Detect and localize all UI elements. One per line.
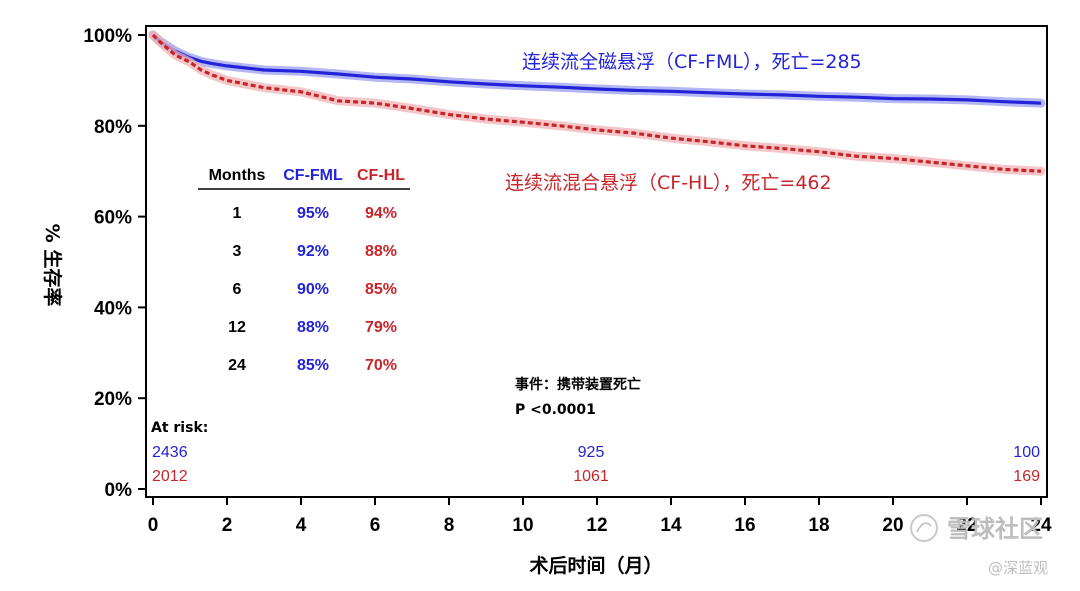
table-cell: 92%	[297, 243, 329, 260]
y-tick-label: 60%	[94, 208, 132, 229]
y-axis-ticks: 0% 20% 40% 60% 80% 100%	[83, 26, 146, 501]
y-tick-label: 0%	[105, 480, 133, 501]
x-tick-label: 18	[808, 515, 829, 536]
watermark: 雪球社区 @深蓝观	[910, 514, 1048, 577]
at-risk-cf-fml: 2436	[152, 444, 188, 461]
table-cell: 88%	[297, 319, 329, 336]
x-tick-label: 16	[734, 515, 755, 536]
table-cell: 12	[228, 319, 246, 336]
series-label-cf-hl: 连续流混合悬浮（CF-HL），死亡=462	[505, 172, 832, 194]
series-layer	[148, 30, 1046, 176]
table-header: CF-HL	[357, 167, 405, 184]
x-tick-label: 20	[882, 515, 903, 536]
x-tick-label: 22	[956, 515, 977, 536]
y-tick-label: 80%	[94, 117, 132, 138]
table-header: CF-FML	[283, 167, 343, 184]
at-risk-label: At risk:	[151, 420, 208, 436]
at-risk-cf-hl: 169	[1013, 468, 1040, 485]
at-risk-cf-fml: 100	[1013, 444, 1040, 461]
x-tick-label: 6	[370, 515, 381, 536]
x-axis-label: 术后时间（月）	[529, 554, 662, 577]
table-cell: 6	[233, 281, 242, 298]
watermark-logo-icon	[910, 514, 938, 542]
y-axis-label: % 生存率	[41, 224, 64, 307]
y-tick-label: 100%	[83, 26, 132, 47]
x-tick-label: 0	[148, 515, 159, 536]
table-cell: 79%	[365, 319, 397, 336]
table-cell: 85%	[297, 357, 329, 374]
x-axis-ticks: 0 2 4 6 8 10 12 14 16 18 20 22 24	[148, 497, 1052, 536]
p-value-note: P <0.0001	[515, 402, 596, 418]
at-risk-cf-hl: 1061	[573, 468, 609, 485]
y-tick-label: 20%	[94, 389, 132, 410]
table-cell: 24	[228, 357, 246, 374]
watermark-text: 雪球社区	[947, 515, 1043, 543]
event-note: 事件：携带装置死亡	[515, 376, 641, 393]
table-cell: 85%	[365, 281, 397, 298]
at-risk-numbers: 2436 2012 925 1061 100 169	[152, 444, 1040, 485]
table-cell: 94%	[365, 205, 397, 222]
watermark-author: @深蓝观	[988, 559, 1048, 577]
table-cell: 95%	[297, 205, 329, 222]
x-tick-label: 2	[222, 515, 233, 536]
x-tick-label: 12	[586, 515, 607, 536]
x-tick-label: 10	[512, 515, 533, 536]
table-header: Months	[209, 167, 266, 184]
table-cell: 88%	[365, 243, 397, 260]
table-cell: 90%	[297, 281, 329, 298]
x-tick-label: 14	[660, 515, 682, 536]
table-cell: 3	[233, 243, 242, 260]
series-label-cf-fml: 连续流全磁悬浮（CF-FML），死亡=285	[522, 51, 862, 73]
table-cell: 70%	[365, 357, 397, 374]
at-risk-cf-fml: 925	[578, 444, 605, 461]
survival-table: Months CF-FML CF-HL 1 95% 94% 3 92% 88% 6 90% 85% 12…	[198, 167, 410, 374]
x-tick-label: 8	[444, 515, 455, 536]
x-tick-label: 24	[1030, 515, 1052, 536]
cf-hl-survival-line	[151, 33, 1042, 173]
x-tick-label: 4	[296, 515, 307, 536]
table-cell: 1	[233, 205, 242, 222]
y-tick-label: 40%	[94, 298, 132, 319]
at-risk-cf-hl: 2012	[152, 468, 188, 485]
watermark-logo-swirl-icon	[916, 522, 932, 533]
